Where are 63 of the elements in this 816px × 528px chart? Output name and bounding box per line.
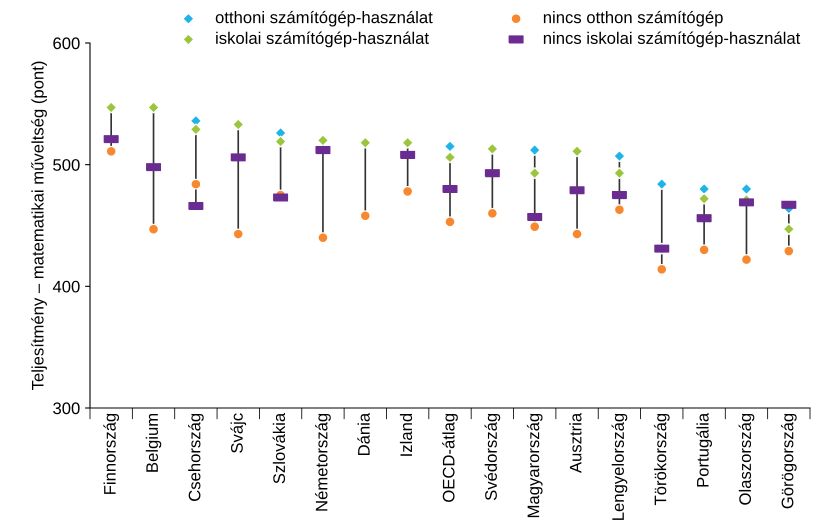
point [571, 145, 584, 158]
point [741, 254, 752, 265]
point [359, 136, 372, 149]
point [106, 146, 117, 157]
x-tick-label: OECD-átlag [442, 414, 458, 502]
point [402, 186, 414, 197]
point [402, 136, 414, 149]
point [528, 167, 541, 180]
x-tick-label: Izland [400, 414, 412, 456]
y-tick-label: 400 [52, 280, 80, 293]
x-tick-label: Olaszország [738, 414, 754, 505]
legend-label: otthoni számítógép-használat [216, 10, 433, 27]
x-tick-label: Szlovákia [272, 412, 286, 484]
x-tick-label: Ausztria [569, 412, 582, 474]
point [486, 142, 498, 155]
point [190, 123, 202, 136]
point [614, 204, 625, 216]
x-tick-label: Svájc [230, 413, 246, 453]
x-tick-label: Lengyelország [612, 414, 628, 520]
point [486, 208, 498, 219]
x-tick-label: Svédország [484, 414, 500, 500]
y-tick-label: 300 [53, 402, 80, 414]
legend-label: iskolai számítógép-használat [216, 32, 429, 48]
x-tick-label: Csehország [188, 414, 204, 501]
x-tick-label: Magyarország [526, 414, 543, 518]
point [232, 118, 244, 130]
x-tick-label: Portugália [696, 412, 712, 487]
y-axis-title: Teljesítmény – matematikai műveltség (pont) [31, 62, 47, 390]
point [529, 221, 540, 232]
point [656, 264, 668, 275]
point [740, 183, 752, 195]
point [698, 192, 710, 205]
point [274, 136, 287, 148]
point [105, 102, 118, 114]
y-tick-label: 500 [53, 159, 80, 171]
x-tick-label: Belgium [146, 414, 162, 472]
point [444, 216, 456, 228]
point [698, 183, 710, 195]
y-tick-label: 600 [53, 37, 80, 50]
point [783, 246, 794, 256]
x-tick-label: Dánia [357, 412, 370, 456]
point [148, 224, 159, 235]
legend-label: nincs iskolai számítógép-használat [544, 32, 800, 48]
x-tick-label: Görögország [780, 414, 797, 508]
point [698, 244, 710, 256]
legend-label: nincs otthon számítógép [544, 10, 723, 27]
point [613, 167, 626, 180]
x-tick-label: Törökország [654, 414, 670, 506]
x-tick-label: Németország [315, 414, 331, 511]
point [528, 144, 541, 156]
point [782, 223, 795, 236]
point [190, 178, 202, 190]
point [316, 134, 329, 146]
point [318, 232, 328, 244]
point [572, 228, 582, 240]
point [613, 150, 626, 162]
x-tick-label: Finnország [103, 414, 120, 494]
point [148, 102, 160, 114]
point [656, 178, 668, 190]
point [360, 210, 371, 222]
point [444, 151, 456, 164]
point [444, 140, 456, 152]
point [232, 228, 244, 240]
